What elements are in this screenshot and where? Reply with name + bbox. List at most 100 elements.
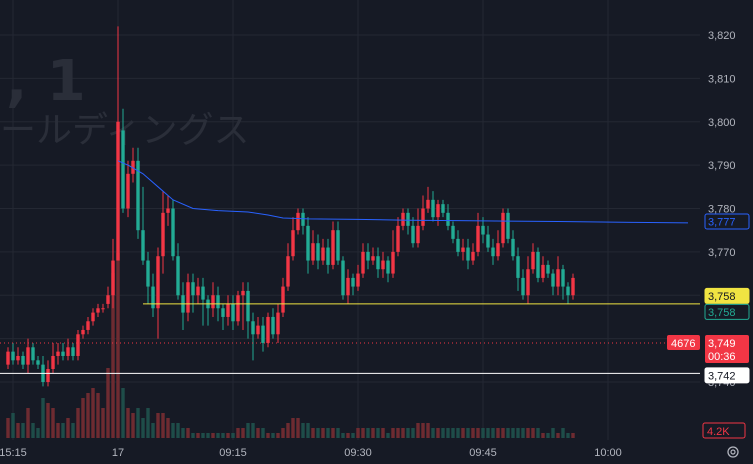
candle-body [156, 256, 160, 309]
candle-body [426, 199, 430, 209]
candle-body [521, 277, 525, 296]
candle [276, 303, 280, 343]
candle [11, 342, 15, 365]
volume-bar [496, 428, 500, 438]
volume-bar [536, 428, 540, 438]
candle [56, 342, 60, 365]
volume-tag-text: 4.2K [707, 426, 730, 438]
candle [416, 208, 420, 248]
y-tick-label: 3,820 [708, 30, 736, 42]
candle-body [196, 286, 200, 296]
candle-body [311, 243, 315, 261]
candle-body [6, 351, 10, 365]
volume-bar [31, 423, 35, 438]
candle-body [461, 247, 465, 252]
last-label-bg [667, 334, 700, 350]
volume-bar [226, 433, 230, 438]
candle-body [276, 312, 280, 335]
candle [231, 295, 235, 330]
candle [101, 303, 105, 313]
candle [301, 208, 305, 235]
candle [436, 199, 440, 226]
candle-body [116, 121, 120, 261]
y-tick-label: 3,810 [708, 73, 736, 85]
volume-bar [316, 428, 320, 438]
candle-body [401, 212, 405, 226]
candle-body [491, 247, 495, 257]
candle [521, 269, 525, 300]
volume-bar [376, 428, 380, 438]
candle [141, 186, 145, 265]
volume-bar [566, 433, 570, 438]
candle [6, 347, 10, 369]
volume-bar [76, 408, 80, 438]
volume-bar [266, 433, 270, 438]
candle [466, 238, 470, 270]
candle-body [211, 295, 215, 309]
volume-bar [516, 428, 520, 438]
yellow-tag-text: 3,758 [708, 291, 736, 303]
volume-bar [176, 423, 180, 438]
volume-bar [341, 433, 345, 438]
candle-body [221, 308, 225, 317]
volume-bar [161, 413, 165, 438]
volume-bar [416, 423, 420, 438]
candle [381, 251, 385, 278]
volume-bar [211, 433, 215, 438]
candle-body [446, 212, 450, 226]
candle [161, 191, 165, 274]
volume-bar [71, 423, 75, 438]
candle [176, 243, 180, 300]
candle-body [336, 230, 340, 261]
volume-bar [256, 428, 260, 438]
volume-bar [471, 428, 475, 438]
candle-body [46, 368, 50, 382]
settings-gear-icon[interactable] [727, 446, 739, 458]
volume-bar [411, 428, 415, 438]
volume-bar [166, 418, 170, 438]
candle-body [511, 238, 515, 257]
candle [366, 243, 370, 270]
candle-body [136, 160, 140, 231]
candle-body [451, 225, 455, 239]
candle [461, 238, 465, 261]
candle-body [76, 334, 80, 356]
candle [281, 277, 285, 317]
candle-body [86, 321, 90, 330]
candle-body [561, 269, 565, 287]
volume-bar [391, 428, 395, 438]
candle [331, 221, 335, 270]
candle [261, 316, 265, 352]
white-tag-text: 3,742 [708, 370, 736, 382]
candle [571, 273, 575, 300]
candle [546, 260, 550, 278]
candle [456, 230, 460, 257]
candle [566, 282, 570, 304]
volume-bar [506, 428, 510, 438]
volume-bar [86, 393, 90, 438]
candle [191, 273, 195, 313]
countdown-text: 00:36 [708, 351, 736, 363]
volume-bar [466, 428, 470, 438]
candle [66, 338, 70, 361]
volume-bar [526, 428, 530, 438]
candle [71, 342, 75, 361]
candle [376, 247, 380, 278]
candle-body [176, 256, 180, 296]
candle [491, 238, 495, 265]
volume-bar [551, 428, 555, 438]
volume-bar [241, 428, 245, 438]
candle [291, 217, 295, 261]
candle-body [386, 260, 390, 274]
candle-body [101, 308, 105, 310]
candle [321, 238, 325, 265]
volume-bar [151, 423, 155, 438]
candle [346, 269, 350, 304]
volume-bar [11, 413, 15, 438]
volume-bar [501, 428, 505, 438]
candle [406, 208, 410, 235]
last-label-text: 4676 [671, 338, 695, 350]
volume-bar [231, 433, 235, 438]
